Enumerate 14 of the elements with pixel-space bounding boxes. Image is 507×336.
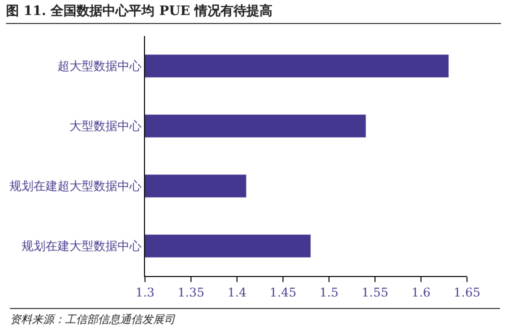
y-tick-label: 规划在建超大型数据中心 <box>10 179 142 194</box>
x-tick-label: 1.3 <box>135 285 155 300</box>
x-tick-label: 1.6 <box>411 285 431 300</box>
x-tick-label: 1.65 <box>454 285 480 300</box>
y-tick-label: 超大型数据中心 <box>58 59 142 74</box>
y-tick-label: 规划在建大型数据中心 <box>22 239 142 254</box>
x-tick-label: 1.5 <box>319 285 339 300</box>
y-tick-label: 大型数据中心 <box>70 119 142 134</box>
chart-title: 图 11. 全国数据中心平均 PUE 情况有待提高 <box>6 2 501 24</box>
text: 资料来源：工信部信息通信发展司 <box>10 308 500 327</box>
x-tick-label: 1.4 <box>227 285 247 300</box>
x-tick-label: 1.35 <box>178 285 204 300</box>
x-tick-label: 1.45 <box>270 285 296 300</box>
x-tick-label: 1.55 <box>362 285 388 300</box>
